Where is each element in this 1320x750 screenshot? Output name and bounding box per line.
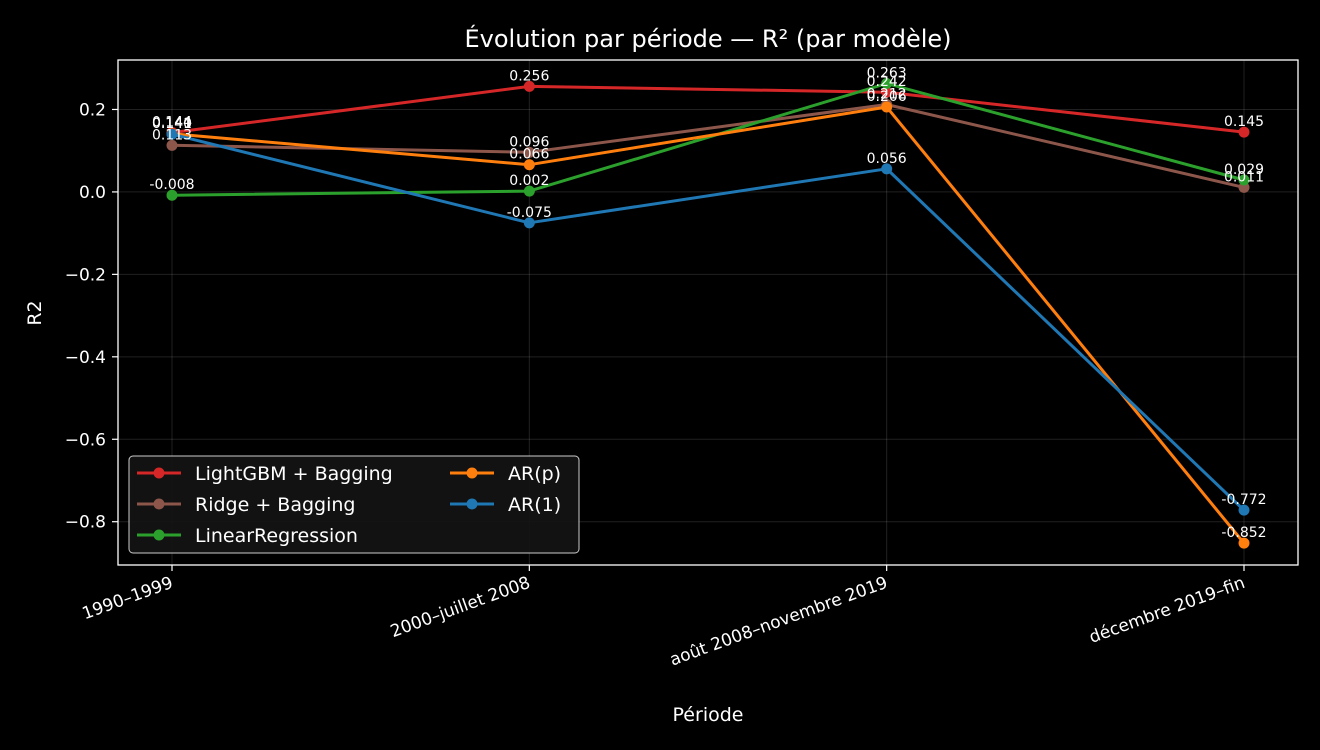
data-label-ar-p: 0.141: [152, 116, 192, 132]
data-label-ar-p: 0.206: [867, 89, 907, 105]
data-label-ar-p: -0.852: [1221, 525, 1266, 541]
legend-marker-linearregression: [153, 529, 165, 541]
series-layer: [166, 77, 1250, 549]
data-label-ar-1: -0.772: [1221, 492, 1266, 508]
data-label-ar-p: 0.066: [509, 147, 549, 163]
legend-label-ar-1: AR(1): [508, 494, 561, 516]
data-label-ridge-bagging: 0.113: [152, 127, 192, 143]
legend-label-ar-p: AR(p): [508, 463, 561, 485]
data-label-linearregression: 0.029: [1224, 162, 1264, 178]
series-line-ar-1: [171, 132, 1246, 512]
series-line-ar-p: [171, 105, 1246, 545]
y-tick-label: −0.4: [65, 348, 106, 368]
data-label-linearregression: -0.008: [149, 177, 194, 193]
x-axis-label: Période: [673, 704, 744, 726]
data-point-ar-p: [523, 159, 535, 171]
legend-label-lightgbm-bagging: LightGBM + Bagging: [195, 463, 393, 485]
legend-marker-lightgbm-bagging: [153, 467, 165, 479]
y-tick-label: 0.0: [79, 183, 106, 203]
data-label-ridge-bagging: 0.212: [867, 87, 907, 103]
data-point-ar-1: [523, 217, 535, 229]
data-label-ar-1: 0.056: [867, 151, 907, 167]
data-point-ridge-bagging: [523, 146, 535, 158]
tick-layer: −0.8 −0.6 −0.4 −0.2 0.0 0.2 1990–1999 2000–juil…: [65, 100, 1248, 670]
data-point-linearregression: [523, 185, 535, 197]
legend-label-linearregression: LinearRegression: [195, 525, 358, 547]
x-tick-label: décembre 2019–fin: [1087, 573, 1248, 648]
x-tick-label: 2000–juillet 2008: [388, 573, 533, 642]
y-tick-label: −0.8: [65, 513, 106, 533]
data-label-lightgbm-bagging: 0.242: [867, 74, 907, 90]
y-axis-label: R2: [24, 300, 46, 325]
legend-marker-ar-p: [466, 467, 478, 479]
data-point-ar-p: [881, 101, 893, 113]
data-label-lightgbm-bagging: 0.145: [1224, 114, 1264, 130]
data-label-ridge-bagging: 0.011: [1224, 169, 1264, 185]
data-point-linearregression: [1238, 174, 1250, 186]
data-label-lightgbm-bagging: 0.256: [509, 68, 549, 84]
data-label-ar-1: -0.075: [507, 205, 552, 221]
plot-frame: [117, 59, 1299, 566]
data-label-layer: 0.144 0.256 0.242 0.145 0.113 0.096 0.212 0.011…: [149, 65, 1266, 541]
data-point-ar-1: [166, 128, 178, 140]
chart-title: Évolution par période — R² (par modèle): [464, 24, 951, 53]
x-tick-label: août 2008–novembre 2019: [667, 573, 890, 671]
legend: LightGBM + Bagging Ridge + Bagging LinearR…: [128, 455, 580, 554]
series-line-linearregression: [171, 82, 1245, 197]
data-label-lightgbm-bagging: 0.144: [152, 115, 192, 131]
data-point-ridge-bagging: [166, 139, 178, 151]
data-point-ar-1: [1238, 504, 1250, 516]
y-tick-label: −0.6: [65, 430, 106, 450]
y-tick-label: 0.2: [79, 100, 106, 120]
grid-layer: [118, 60, 1298, 565]
legend-marker-ar-1: [466, 498, 478, 510]
legend-marker-ridge-bagging: [153, 498, 165, 510]
legend-label-ridge-bagging: Ridge + Bagging: [195, 494, 355, 516]
series-line-lightgbm-bagging: [171, 84, 1245, 135]
data-point-ar-p: [1238, 537, 1250, 549]
legend-box: [128, 455, 580, 554]
data-label-linearregression: 0.263: [867, 65, 907, 81]
data-point-lightgbm-bagging: [881, 86, 893, 98]
data-label-ridge-bagging: 0.096: [509, 134, 549, 150]
data-point-linearregression: [166, 189, 178, 201]
data-point-lightgbm-bagging: [523, 80, 535, 92]
data-point-ar-1: [881, 163, 893, 175]
x-tick-label: 1990–1999: [80, 573, 176, 624]
data-label-linearregression: 0.002: [509, 173, 549, 189]
data-label-ar-1: 0.140: [152, 116, 192, 132]
data-point-lightgbm-bagging: [1238, 126, 1250, 138]
data-point-linearregression: [881, 77, 893, 89]
y-tick-label: −0.2: [65, 265, 106, 285]
